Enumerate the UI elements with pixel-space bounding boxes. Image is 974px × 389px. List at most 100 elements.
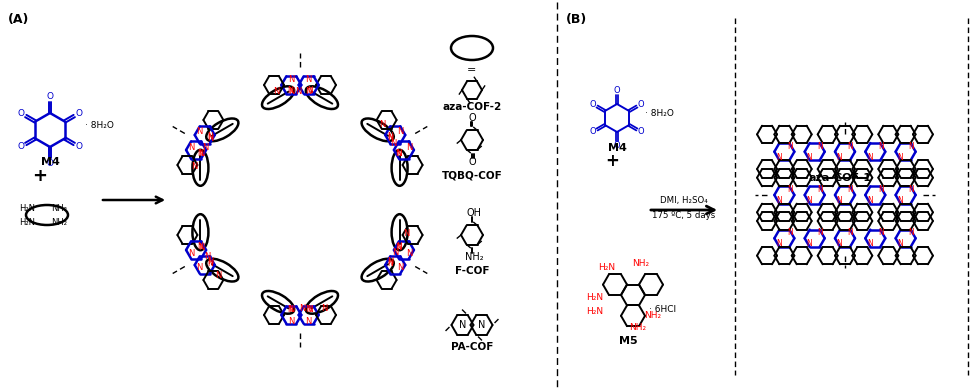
Ellipse shape <box>451 36 493 60</box>
Text: H₂N: H₂N <box>598 263 616 272</box>
Text: N: N <box>478 320 485 330</box>
Ellipse shape <box>206 119 239 141</box>
Text: N: N <box>847 228 853 237</box>
Text: OH: OH <box>467 208 481 218</box>
Text: N: N <box>878 228 883 237</box>
Ellipse shape <box>26 205 68 225</box>
Ellipse shape <box>193 150 208 186</box>
Text: N: N <box>837 153 843 162</box>
Text: N: N <box>387 258 393 266</box>
Ellipse shape <box>262 291 294 314</box>
Text: NH₂: NH₂ <box>465 252 483 262</box>
Text: N: N <box>287 305 293 314</box>
Text: O: O <box>76 142 83 151</box>
Text: N: N <box>395 149 402 158</box>
Text: N: N <box>198 242 205 252</box>
Text: O: O <box>47 159 54 168</box>
Text: N: N <box>387 259 393 268</box>
Text: M5: M5 <box>618 336 637 346</box>
Text: N: N <box>198 149 205 158</box>
Text: N: N <box>908 228 914 237</box>
Text: N: N <box>191 162 197 171</box>
Text: N: N <box>206 133 213 142</box>
Text: N: N <box>847 185 853 194</box>
Text: N: N <box>288 75 294 84</box>
Ellipse shape <box>306 86 338 109</box>
Text: TQBQ-COF: TQBQ-COF <box>441 170 503 180</box>
Text: N: N <box>867 153 873 162</box>
Text: N: N <box>306 86 312 96</box>
Text: · 6HCl: · 6HCl <box>650 305 677 314</box>
Text: aza-COF-2: aza-COF-2 <box>442 102 502 112</box>
Text: PA-COF: PA-COF <box>451 342 493 352</box>
Text: N: N <box>287 86 293 95</box>
Text: N: N <box>198 149 204 158</box>
Text: 175 ºC, 5 days: 175 ºC, 5 days <box>653 210 716 219</box>
Ellipse shape <box>193 214 208 250</box>
Text: N: N <box>204 252 210 261</box>
Text: N: N <box>188 249 194 258</box>
Text: N: N <box>897 153 903 162</box>
Text: N: N <box>867 239 873 248</box>
Text: N: N <box>306 305 312 314</box>
Text: O: O <box>468 113 476 123</box>
Text: (B): (B) <box>566 13 587 26</box>
Text: N: N <box>299 304 305 313</box>
Text: N: N <box>787 185 793 194</box>
Ellipse shape <box>262 86 294 109</box>
Text: N: N <box>197 128 203 137</box>
Text: DMI, H₂SO₄: DMI, H₂SO₄ <box>660 196 708 205</box>
Text: N: N <box>837 239 843 248</box>
Text: N: N <box>406 249 412 258</box>
Text: N: N <box>288 86 294 96</box>
Text: N: N <box>306 75 312 84</box>
Text: N: N <box>306 317 312 326</box>
Text: N: N <box>288 317 294 326</box>
Text: N: N <box>397 263 403 273</box>
Text: N: N <box>395 242 402 252</box>
Text: =: = <box>468 65 476 75</box>
Text: N: N <box>406 142 412 151</box>
Text: NH₂: NH₂ <box>645 310 661 319</box>
Text: N: N <box>273 87 280 96</box>
Text: N: N <box>295 87 301 96</box>
Text: NH₂: NH₂ <box>629 324 647 333</box>
Text: N: N <box>817 228 823 237</box>
Text: N: N <box>817 185 823 194</box>
Text: N: N <box>847 142 853 151</box>
Text: N: N <box>878 185 883 194</box>
Text: H₂N: H₂N <box>19 203 35 212</box>
Text: N: N <box>207 132 213 141</box>
Text: N: N <box>392 248 398 257</box>
Text: O: O <box>47 92 54 101</box>
Ellipse shape <box>306 291 338 314</box>
Text: N: N <box>396 242 402 251</box>
Text: O: O <box>18 109 24 118</box>
Ellipse shape <box>392 150 407 186</box>
Text: NH₂: NH₂ <box>51 217 67 226</box>
Text: N: N <box>397 128 403 137</box>
Text: N: N <box>206 258 213 266</box>
Text: O: O <box>614 86 620 95</box>
Text: N: N <box>867 196 873 205</box>
Text: · 8H₂O: · 8H₂O <box>85 121 114 130</box>
Text: NH₂: NH₂ <box>632 259 650 268</box>
Text: O: O <box>18 142 24 151</box>
Text: N: N <box>288 305 294 314</box>
Text: +: + <box>32 167 48 185</box>
Text: O: O <box>76 109 83 118</box>
Text: F-COF: F-COF <box>455 266 489 276</box>
Ellipse shape <box>392 214 407 250</box>
Text: N: N <box>806 153 812 162</box>
Text: M4: M4 <box>608 143 626 153</box>
Text: O: O <box>468 157 476 167</box>
Text: N: N <box>403 229 409 238</box>
Text: N: N <box>897 239 903 248</box>
Text: N: N <box>817 142 823 151</box>
Text: N: N <box>188 142 194 151</box>
Text: N: N <box>776 196 782 205</box>
Text: H₂N: H₂N <box>586 307 604 315</box>
Text: N: N <box>379 121 386 130</box>
Text: O: O <box>590 100 596 109</box>
Text: N: N <box>806 196 812 205</box>
